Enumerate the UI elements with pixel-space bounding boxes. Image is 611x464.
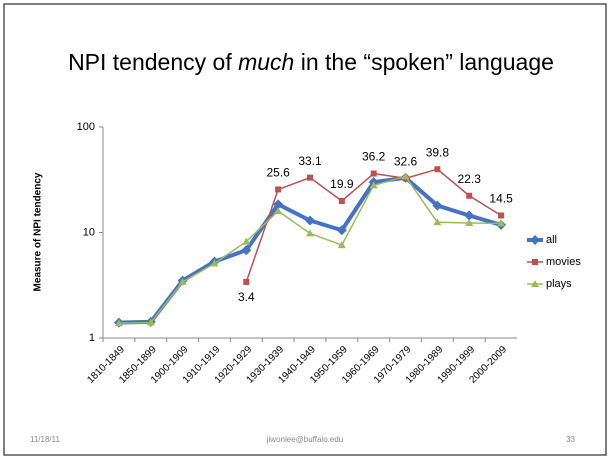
footer-email: jiwonlee@buffalo.edu xyxy=(266,435,343,444)
title-part: much xyxy=(238,49,294,75)
data-label: 19.9 xyxy=(330,177,354,191)
marker xyxy=(432,200,443,211)
marker xyxy=(305,215,315,226)
marker xyxy=(498,212,505,219)
data-label: 25.6 xyxy=(266,166,290,180)
marker xyxy=(531,280,539,287)
marker xyxy=(434,166,441,173)
marker xyxy=(307,174,313,181)
legend-label: all xyxy=(546,234,557,246)
marker xyxy=(497,219,506,227)
title-part: in the “spoken” language xyxy=(294,49,554,75)
marker xyxy=(401,172,410,180)
page-number: 33 xyxy=(566,435,575,444)
marker xyxy=(114,319,123,327)
y-tick-label: 10 xyxy=(83,226,95,238)
y-tick-label: 1 xyxy=(89,332,95,344)
marker xyxy=(178,277,187,285)
title-part: NPI tendency of xyxy=(68,49,238,75)
marker xyxy=(433,218,442,226)
marker xyxy=(369,181,378,189)
marker xyxy=(243,278,250,285)
data-label: 32.6 xyxy=(394,155,418,169)
marker xyxy=(306,229,314,237)
marker xyxy=(146,318,155,326)
marker xyxy=(241,245,252,256)
marker xyxy=(275,186,282,193)
marker xyxy=(338,197,345,204)
y-tick-label: 100 xyxy=(77,121,95,133)
marker xyxy=(532,259,538,265)
marker xyxy=(465,219,474,227)
data-label: 36.2 xyxy=(362,150,386,164)
marker xyxy=(273,199,284,210)
slide-title: NPI tendency of much in the “spoken” lan… xyxy=(68,49,554,75)
marker xyxy=(242,237,251,245)
y-axis-label: Measure of NPI tendency xyxy=(33,172,44,291)
data-label: 3.4 xyxy=(238,290,255,304)
marker xyxy=(370,170,377,177)
marker xyxy=(274,206,283,214)
marker xyxy=(464,210,475,221)
data-label: 14.5 xyxy=(489,192,513,206)
legend-label: plays xyxy=(546,278,572,290)
data-label: 39.8 xyxy=(426,145,450,159)
marker xyxy=(336,225,347,236)
marker xyxy=(210,259,219,267)
data-label: 22.3 xyxy=(458,172,482,186)
marker xyxy=(530,235,540,245)
footer-date: 11/18/11 xyxy=(30,435,61,444)
data-label: 33.1 xyxy=(298,154,322,168)
marker xyxy=(466,192,473,199)
marker xyxy=(337,241,346,249)
legend-label: movies xyxy=(546,256,581,268)
